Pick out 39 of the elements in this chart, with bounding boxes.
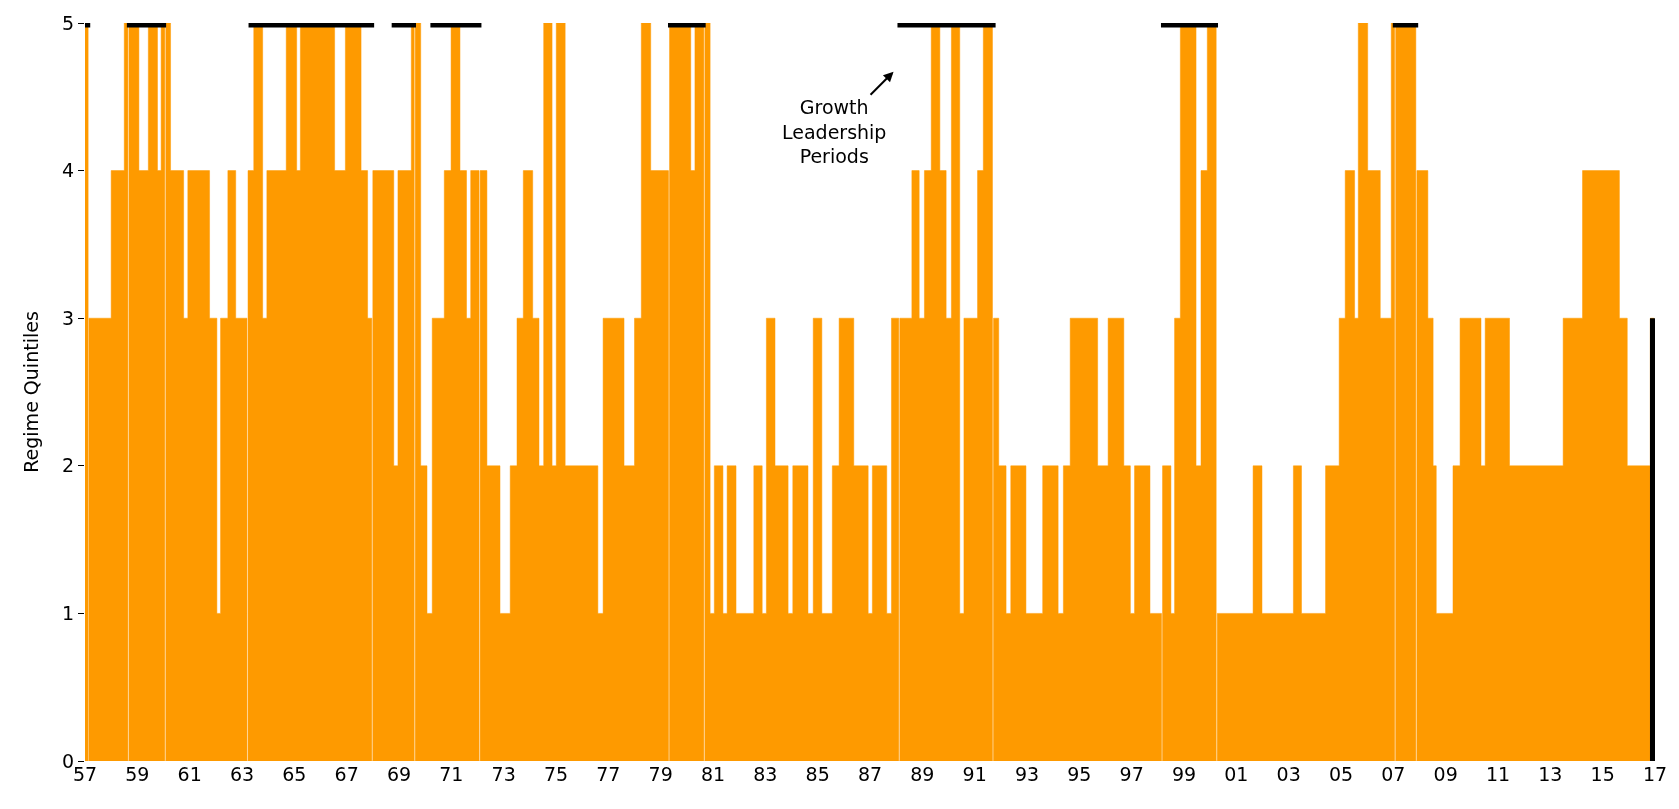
x-tick-label: 75 — [543, 763, 569, 785]
x-tick-label: 89 — [910, 763, 935, 785]
x-tick-label: 57 — [72, 763, 98, 785]
x-tick-label: 13 — [1538, 763, 1563, 785]
y-tick-label: 3 — [62, 306, 75, 329]
y-tick-label: 0 — [62, 749, 75, 772]
x-tick-label: 69 — [386, 763, 412, 785]
x-tick-label: 91 — [962, 763, 987, 785]
x-tick-label: 77 — [596, 763, 621, 785]
y-tick-label: 4 — [62, 159, 75, 182]
x-tick-label: 11 — [1485, 763, 1511, 785]
x-tick-label: 73 — [491, 763, 516, 785]
x-tick-label: 87 — [857, 763, 883, 785]
x-tick-label: 99 — [1171, 763, 1197, 785]
x-tick-label: 09 — [1433, 763, 1458, 785]
x-tick-label: 65 — [282, 763, 307, 785]
y-axis-title: Regime Quintiles — [19, 311, 42, 473]
x-tick-label: 79 — [648, 763, 673, 785]
x-tick-label: 05 — [1328, 763, 1354, 785]
x-tick-label: 01 — [1224, 763, 1249, 785]
x-tick-label: 83 — [753, 763, 778, 785]
x-tick-label: 03 — [1276, 763, 1301, 785]
x-tick-label: 85 — [805, 763, 830, 785]
x-tick-label: 67 — [334, 763, 359, 785]
x-tick-label: 59 — [125, 763, 150, 785]
x-tick-label: 93 — [1014, 763, 1040, 785]
y-tick-label: 2 — [62, 454, 75, 477]
x-tick-label: 63 — [229, 763, 255, 785]
annotation: Growth Leadership Periods — [782, 96, 887, 168]
x-tick-label: 15 — [1590, 763, 1615, 785]
y-tick-label: 1 — [62, 602, 75, 625]
x-tick-label: 71 — [439, 763, 464, 785]
x-tick-label: 97 — [1119, 763, 1144, 785]
x-tick-label: 07 — [1381, 763, 1406, 785]
x-tick-label: 17 — [1642, 763, 1668, 785]
x-tick-label: 61 — [177, 763, 202, 785]
y-tick-label: 5 — [62, 11, 75, 34]
x-tick-label: 95 — [1067, 763, 1092, 785]
x-tick-label: 81 — [700, 763, 726, 785]
